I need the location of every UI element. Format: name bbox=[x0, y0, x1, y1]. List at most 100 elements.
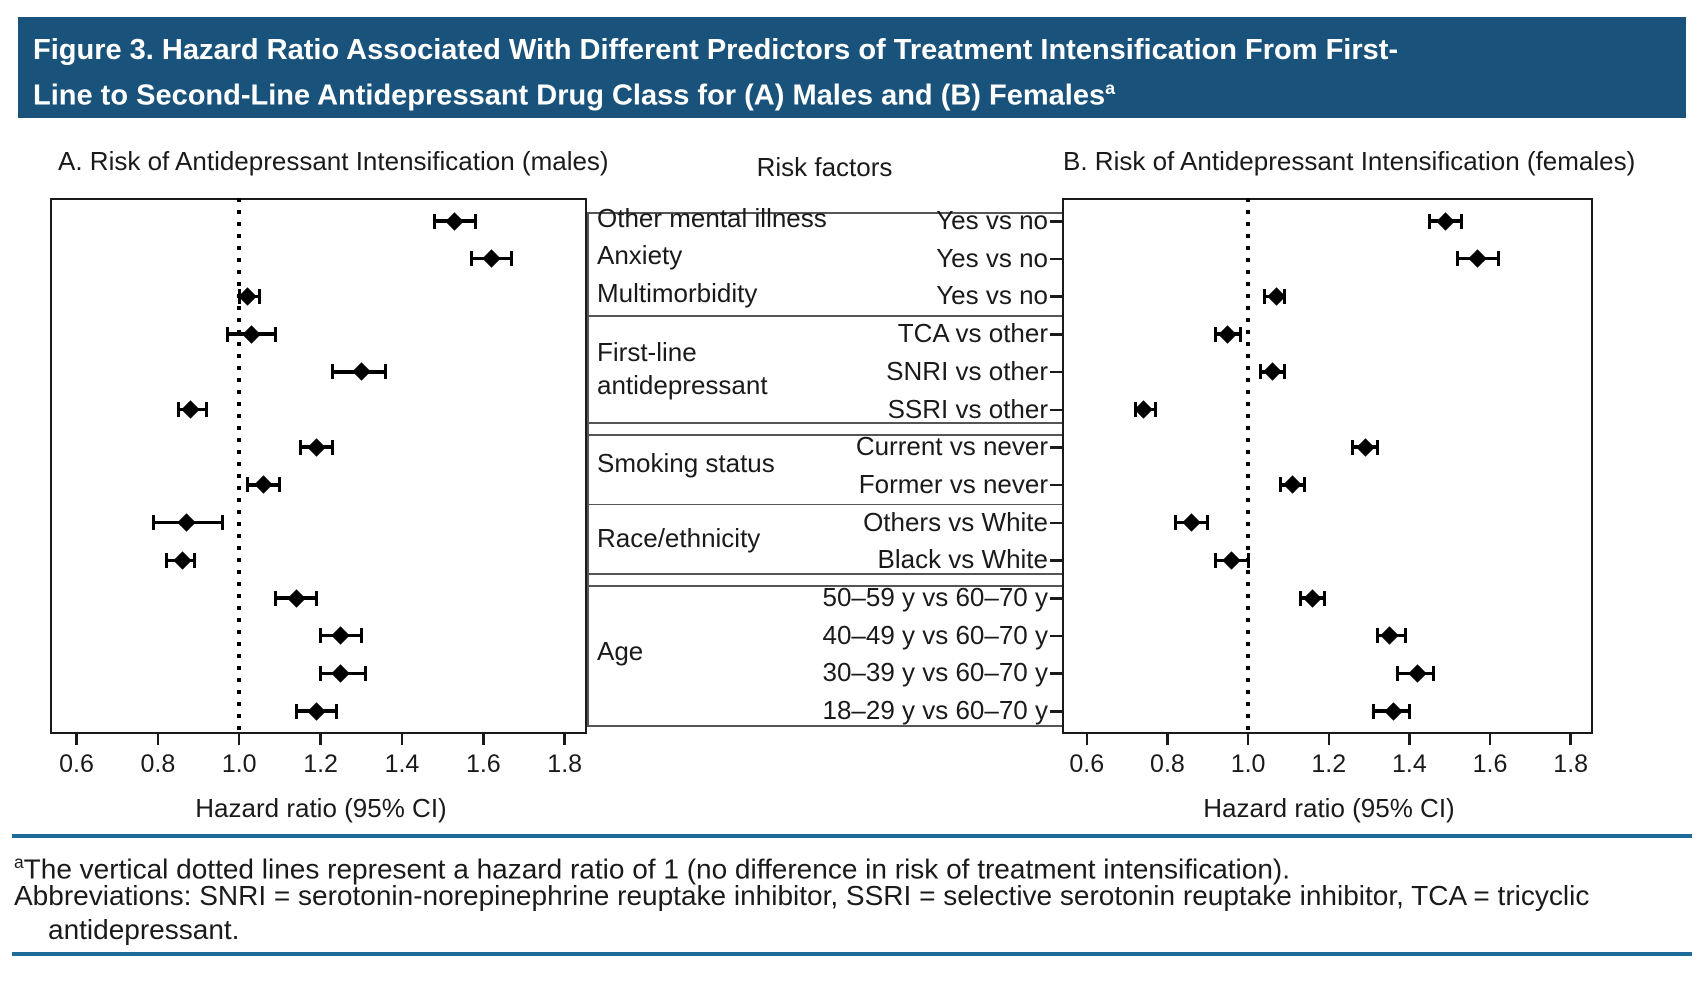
table-bottom-border bbox=[587, 725, 1062, 727]
female-ci-cap-low bbox=[1299, 590, 1303, 606]
x-tick-label-males: 1.8 bbox=[547, 750, 583, 778]
comparison-label: Yes vs no bbox=[936, 280, 1048, 311]
row-connector-dash bbox=[1050, 220, 1062, 223]
female-ci-cap-low bbox=[1278, 477, 1282, 493]
figure-title-footnote-marker: a bbox=[1105, 78, 1116, 98]
table-group-divider bbox=[587, 315, 1062, 317]
table-top-border bbox=[587, 212, 1062, 214]
male-ci-cap-high bbox=[258, 288, 262, 304]
male-ci-cap-low bbox=[294, 703, 298, 719]
male-ci-cap-low bbox=[274, 590, 278, 606]
female-ci-cap-high bbox=[1432, 665, 1436, 681]
male-ci-cap-high bbox=[510, 251, 514, 267]
female-ci-cap-high bbox=[1403, 628, 1407, 644]
x-tick-label-males: 0.6 bbox=[59, 750, 94, 778]
male-hr-point bbox=[331, 664, 351, 683]
male-hr-point bbox=[177, 513, 196, 532]
x-tick-label-females: 1.0 bbox=[1230, 750, 1266, 778]
female-ci-cap-high bbox=[1238, 326, 1242, 342]
comparison-label: SSRI vs other bbox=[887, 393, 1048, 424]
male-ci-cap-low bbox=[469, 251, 473, 267]
risk-factor-group-label: Other mental illness bbox=[597, 202, 827, 233]
risk-factor-group-label: First-line antidepressant bbox=[597, 336, 768, 400]
x-tick-males bbox=[563, 734, 566, 745]
row-connector-dash bbox=[1050, 295, 1062, 298]
footnote-top-rule bbox=[12, 834, 1692, 838]
male-hr-point bbox=[254, 475, 273, 495]
table-group-divider bbox=[587, 503, 1062, 506]
male-ci-cap-high bbox=[363, 665, 367, 681]
table-group-divider bbox=[587, 585, 1062, 587]
figure-title-line2: Line to Second-Line Antidepressant Drug … bbox=[33, 69, 1686, 115]
male-hr-point bbox=[181, 400, 200, 419]
figure-title-line2-text: Line to Second-Line Antidepressant Drug … bbox=[33, 79, 1106, 112]
female-ci-cap-low bbox=[1395, 665, 1399, 681]
table-group-divider bbox=[587, 434, 1062, 436]
male-hr-point bbox=[482, 249, 501, 268]
male-ci-cap-low bbox=[152, 515, 156, 531]
x-tick-label-females: 1.2 bbox=[1311, 750, 1347, 778]
female-hr-point bbox=[1283, 475, 1302, 495]
row-connector-dash bbox=[1050, 370, 1062, 374]
comparison-label: 18–29 y vs 60–70 y bbox=[822, 695, 1049, 726]
x-tick-label-females: 1.4 bbox=[1392, 750, 1427, 778]
female-hr-point bbox=[1182, 513, 1201, 532]
row-connector-dash bbox=[1050, 333, 1062, 336]
x-tick-females bbox=[1408, 734, 1411, 745]
female-ci-cap-high bbox=[1282, 364, 1286, 380]
male-ci-cap-high bbox=[335, 703, 339, 719]
male-ci-cap-high bbox=[205, 402, 209, 417]
row-connector-dash bbox=[1050, 521, 1062, 525]
forest-plot-females bbox=[1062, 198, 1593, 734]
female-hr-point bbox=[1408, 664, 1427, 683]
female-ci-cap-high bbox=[1153, 402, 1157, 417]
female-ci-cap-low bbox=[1214, 552, 1218, 568]
risk-factor-group-label: Multimorbidity bbox=[597, 277, 758, 308]
male-ci-cap-high bbox=[331, 439, 335, 455]
female-ci-cap-high bbox=[1323, 590, 1327, 606]
x-tick-label-males: 1.4 bbox=[384, 750, 420, 778]
footnote-marker-a: a bbox=[14, 852, 24, 872]
female-ci-cap-low bbox=[1428, 213, 1432, 229]
row-connector-dash bbox=[1050, 257, 1062, 261]
x-tick-label-females: 0.6 bbox=[1069, 750, 1105, 778]
row-connector-dash bbox=[1050, 597, 1062, 600]
comparison-label: Others vs White bbox=[863, 506, 1048, 537]
female-hr-point bbox=[1355, 437, 1375, 457]
male-hr-point bbox=[445, 211, 465, 231]
panel-b-title: B. Risk of Antidepressant Intensificatio… bbox=[1063, 146, 1636, 176]
female-ci-cap-low bbox=[1174, 515, 1177, 531]
risk-factor-group-label: Anxiety bbox=[597, 240, 683, 271]
x-tick-males bbox=[156, 734, 160, 745]
female-hr-point bbox=[1134, 400, 1153, 419]
x-axis-label-females: Hazard ratio (95% CI) bbox=[1203, 793, 1455, 823]
male-hr-point bbox=[307, 437, 326, 457]
male-hr-point bbox=[173, 551, 192, 570]
female-ci-cap-high bbox=[1407, 703, 1411, 719]
male-ci-cap-low bbox=[298, 439, 302, 455]
female-ci-cap-high bbox=[1460, 213, 1464, 229]
male-ci-cap-low bbox=[319, 665, 323, 681]
x-tick-label-males: 0.8 bbox=[140, 750, 176, 778]
x-tick-label-females: 1.6 bbox=[1472, 750, 1508, 778]
row-connector-dash bbox=[1050, 672, 1062, 675]
x-tick-females bbox=[1085, 734, 1089, 745]
table-left-border bbox=[587, 212, 589, 725]
row-connector-dash bbox=[1050, 559, 1062, 562]
male-ci-cap-high bbox=[473, 213, 477, 229]
figure-title-banner: Figure 3. Hazard Ratio Associated With D… bbox=[18, 17, 1686, 118]
female-ci-cap-high bbox=[1496, 251, 1500, 267]
male-ci-cap-low bbox=[225, 326, 229, 342]
male-hr-point bbox=[352, 362, 371, 381]
x-tick-label-males: 1.6 bbox=[465, 750, 501, 778]
female-hr-point bbox=[1263, 362, 1282, 381]
male-ci-cap-high bbox=[384, 364, 388, 380]
risk-factors-heading: Risk factors bbox=[756, 152, 893, 182]
risk-factor-group-label: Smoking status bbox=[597, 447, 775, 478]
male-ci-cap-low bbox=[331, 364, 335, 380]
x-tick-males bbox=[237, 734, 241, 745]
female-hr-point bbox=[1218, 324, 1238, 344]
reference-line-hr1-females bbox=[1246, 198, 1250, 734]
male-ci-cap-high bbox=[192, 552, 196, 568]
